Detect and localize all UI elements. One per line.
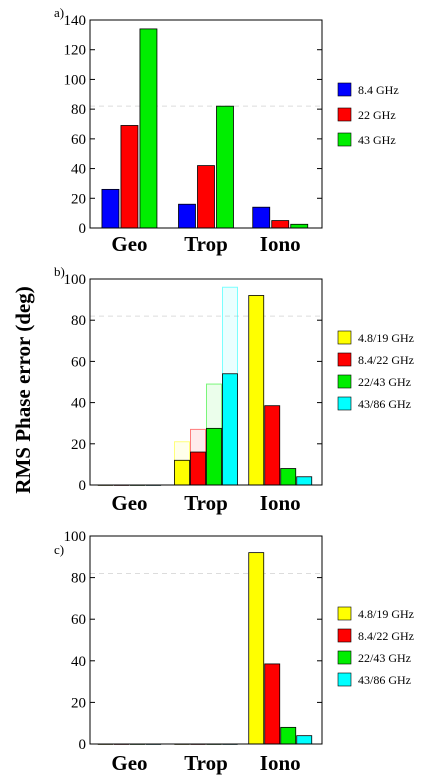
y-tick-label: 80 (71, 313, 86, 329)
category-label: Trop (184, 491, 228, 515)
y-tick-label: 100 (64, 72, 87, 88)
y-tick-label: 40 (71, 396, 86, 412)
y-tick-label: 20 (71, 191, 86, 207)
bar-iono-0 (248, 295, 265, 486)
legend-swatch (337, 107, 352, 122)
legend-swatch (337, 606, 352, 621)
y-tick-label: 0 (79, 737, 87, 753)
category-label: Trop (184, 751, 228, 775)
y-tick-label: 20 (71, 437, 86, 453)
legend-label: 8.4/22 GHz (358, 629, 414, 643)
category-label: Iono (260, 232, 301, 256)
bar-trop-1 (197, 165, 215, 229)
category-label: Trop (184, 232, 228, 256)
y-tick-label: 140 (64, 13, 87, 29)
legend-label: 22/43 GHz (358, 651, 411, 665)
y-tick-label: 60 (71, 354, 86, 370)
legend-label: 43 GHz (358, 133, 396, 147)
y-tick-label: 100 (64, 272, 87, 288)
bar-trop-0 (178, 203, 196, 229)
legend-label: 22/43 GHz (358, 375, 411, 389)
bar-iono-1 (264, 405, 281, 486)
bar-iono-2 (280, 468, 297, 486)
legend-swatch (337, 650, 352, 665)
bar-geo-2 (139, 28, 158, 229)
y-tick-label: 80 (71, 102, 86, 118)
bar-geo-0 (101, 188, 120, 229)
panel-label: b) (54, 264, 65, 279)
bar-geo-1 (120, 125, 139, 229)
y-tick-label: 60 (71, 132, 86, 148)
category-label: Geo (111, 751, 147, 775)
y-tick-label: 120 (64, 43, 87, 59)
bar-iono-1 (271, 220, 290, 229)
category-label: Iono (260, 751, 301, 775)
bar-iono-2 (280, 726, 297, 745)
y-tick-label: 100 (64, 529, 87, 545)
bar-iono-0 (248, 552, 265, 745)
category-label: Iono (260, 491, 301, 515)
bar-iono-2 (290, 223, 309, 229)
legend-label: 8.4 GHz (358, 83, 399, 97)
y-tick-label: 40 (71, 654, 86, 670)
legend-swatch (337, 628, 352, 643)
legend-swatch (337, 132, 352, 147)
legend-swatch (337, 374, 352, 389)
legend-label: 8.4/22 GHz (358, 353, 414, 367)
y-tick-label: 0 (79, 221, 87, 237)
panel-label: c) (54, 542, 64, 557)
plot-frame (89, 535, 323, 745)
legend-swatch (337, 330, 352, 345)
legend-swatch (337, 82, 352, 97)
legend-label: 43/86 GHz (358, 673, 411, 687)
y-tick-label: 20 (71, 695, 86, 711)
shared-y-axis-label: RMS Phase error (deg) (11, 286, 35, 493)
category-label: Geo (111, 491, 147, 515)
y-tick-label: 40 (71, 162, 86, 178)
bar-iono-1 (264, 663, 281, 745)
legend-label: 22 GHz (358, 108, 396, 122)
bar-iono-3 (296, 476, 313, 486)
category-label: Geo (111, 232, 147, 256)
bar-trop-1 (190, 451, 206, 486)
bar-trop-3 (222, 373, 238, 486)
plot-frame (89, 19, 323, 229)
bar-trop-2 (216, 105, 234, 229)
legend-label: 4.8/19 GHz (358, 607, 414, 621)
bar-trop-0 (174, 459, 190, 486)
y-tick-label: 80 (71, 571, 86, 587)
bar-trop-2 (206, 427, 222, 486)
plot-frame (89, 278, 323, 486)
y-tick-label: 0 (79, 478, 87, 494)
bar-iono-3 (296, 735, 313, 745)
legend-swatch (337, 672, 352, 687)
legend-label: 43/86 GHz (358, 397, 411, 411)
legend-label: 4.8/19 GHz (358, 331, 414, 345)
legend-swatch (337, 352, 352, 367)
bar-iono-0 (252, 206, 271, 229)
panel-label: a) (54, 5, 64, 20)
y-tick-label: 60 (71, 612, 86, 628)
legend-swatch (337, 396, 352, 411)
